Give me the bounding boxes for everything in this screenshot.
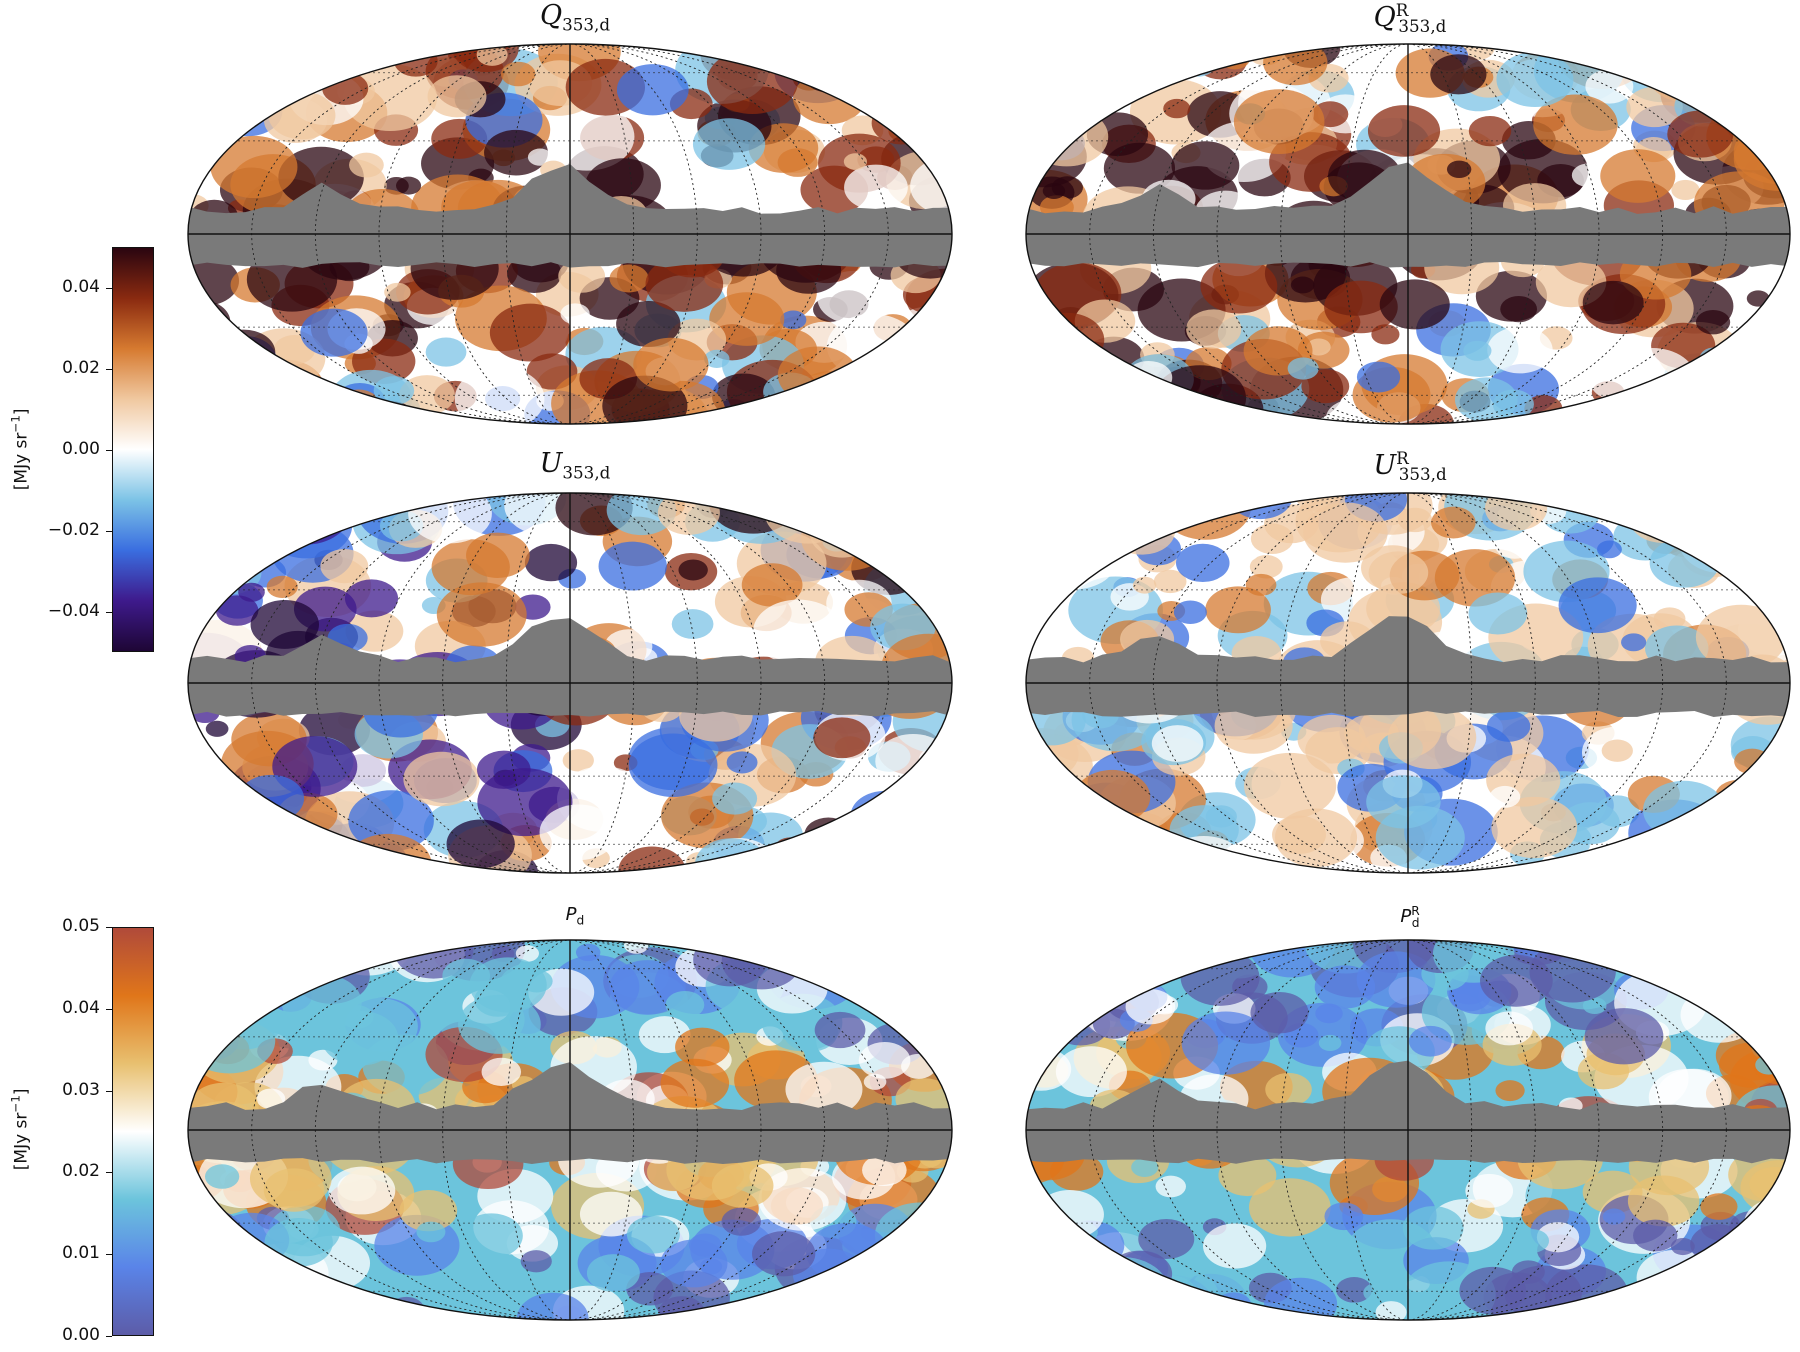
title-q-left: Q353,d <box>539 0 611 35</box>
map-p-right <box>1025 939 1791 1321</box>
colorbar-top-tick-label: 0.00 <box>62 438 100 459</box>
colorbar-bottom-tick-mark <box>106 1090 112 1092</box>
colorbar-bottom-tick-mark <box>106 927 112 928</box>
map-q-right <box>1025 43 1791 425</box>
colorbar-top <box>112 247 154 652</box>
title-u-left: U353,d <box>539 448 611 483</box>
map-u-left <box>187 492 953 874</box>
map-u-right <box>1025 492 1791 874</box>
colorbar-bottom-tick-label: 0.01 <box>62 1243 100 1264</box>
title-u-right: UR353,d <box>1373 448 1447 485</box>
colorbar-bottom-tick-mark <box>106 1254 112 1256</box>
colorbar-bottom-tick-mark <box>106 1008 112 1010</box>
colorbar-bottom-tick-mark <box>106 1336 112 1337</box>
colorbar-top-tick-mark <box>106 287 112 289</box>
colorbar-bottom-tick-label: 0.03 <box>62 1079 100 1100</box>
map-q-left <box>187 43 953 425</box>
colorbar-top-tick-label: 0.02 <box>62 357 100 378</box>
colorbar-top-tick-label: 0.04 <box>62 276 100 297</box>
title-p-left: Pd <box>565 904 585 928</box>
colorbar-bottom-tick-label: 0.00 <box>62 1325 100 1345</box>
colorbar-top-tick-label: −0.04 <box>47 600 100 621</box>
colorbar-top-tick-label: −0.02 <box>47 519 100 540</box>
colorbar-bottom <box>112 927 154 1336</box>
colorbar-bottom-tick-mark <box>106 1172 112 1174</box>
colorbar-bottom-tick-label: 0.02 <box>62 1161 100 1182</box>
colorbar-top-tick-mark <box>106 611 112 613</box>
map-p-left <box>187 939 953 1321</box>
title-q-right: QR353,d <box>1373 0 1447 37</box>
colorbar-top-tick-mark <box>106 368 112 370</box>
colorbar-bottom-tick-label: 0.04 <box>62 997 100 1018</box>
title-p-right: PRd <box>1400 904 1420 930</box>
colorbar-top-tick-mark <box>106 530 112 532</box>
colorbar-top-tick-mark <box>106 449 112 451</box>
colorbar-bottom-tick-label: 0.05 <box>62 916 100 936</box>
